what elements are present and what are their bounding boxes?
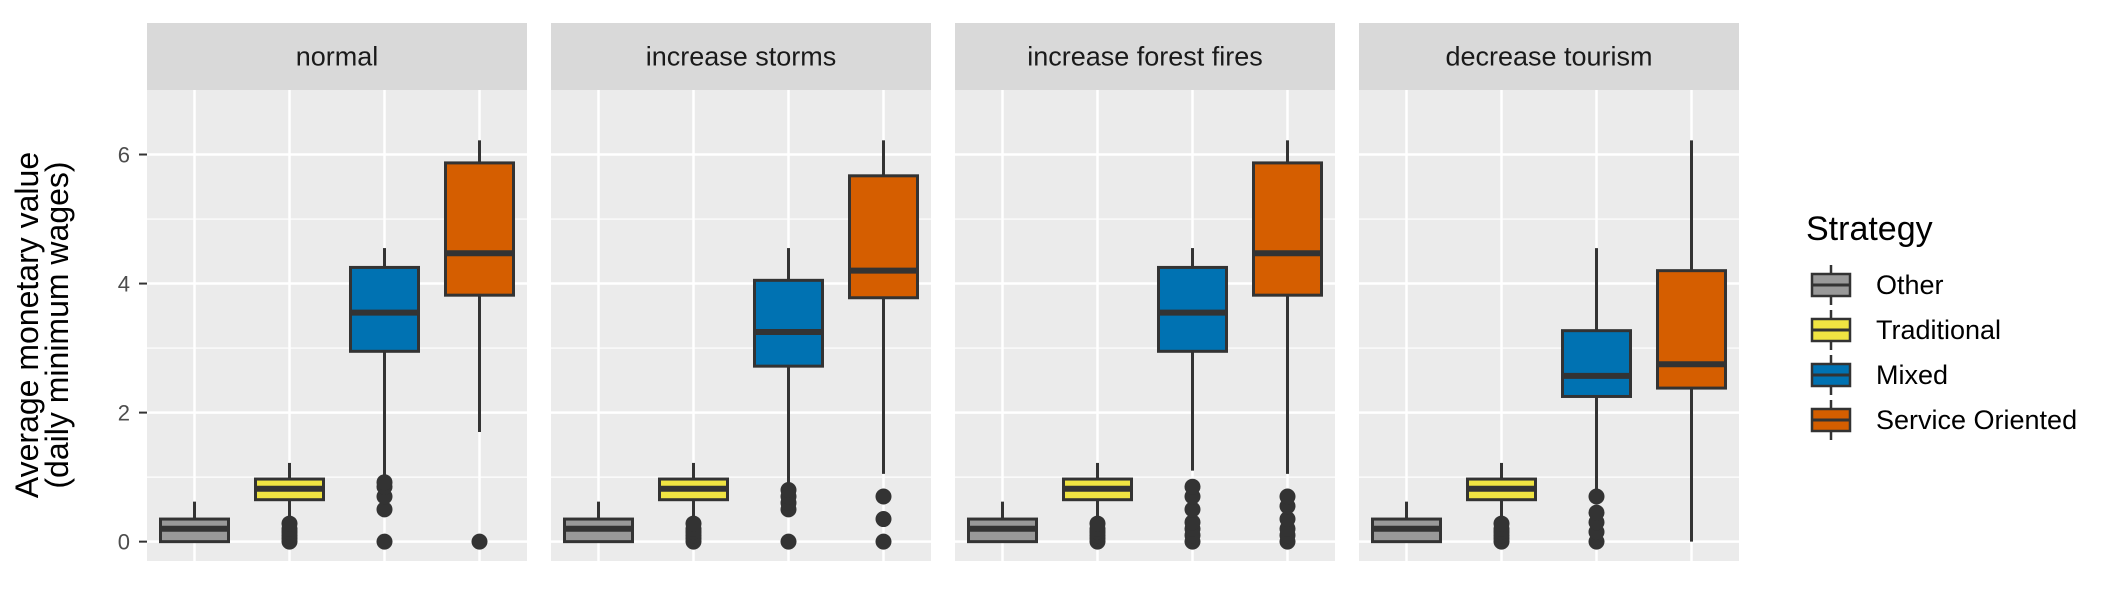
panel-strip (955, 23, 1335, 90)
legend-item-service-oriented: Service Oriented (1810, 400, 2077, 440)
box-other (563, 501, 634, 544)
iqr-box (349, 265, 420, 353)
box-service-oriented (848, 140, 919, 550)
panel-background (551, 90, 931, 561)
panel-background (147, 90, 527, 561)
panel-2: increase storms (551, 23, 931, 561)
iqr-box (1252, 161, 1323, 297)
outlier-point (376, 533, 393, 550)
box-traditional (1062, 462, 1133, 550)
box-traditional (1466, 462, 1537, 550)
y-tick-label-4: 4 (118, 272, 130, 297)
iqr-box (848, 174, 919, 300)
y-axis-title-line-2: (daily minimum wages) (39, 161, 75, 488)
y-tick-label-2: 2 (118, 401, 130, 426)
y-axis-title-line-1: Average monetary value (9, 152, 45, 498)
iqr-box (1157, 265, 1228, 353)
outlier-point (1184, 514, 1201, 531)
legend-item-label: Mixed (1876, 360, 1948, 390)
outlier-point (1493, 515, 1510, 532)
panel-strip (147, 23, 527, 90)
outlier-point (281, 515, 298, 532)
box-service-oriented (1252, 140, 1323, 550)
panel-strip (551, 23, 931, 90)
outlier-point (875, 488, 892, 505)
panel-strip (1359, 23, 1739, 90)
legend-item-other: Other (1810, 265, 1944, 305)
box-mixed (349, 248, 420, 550)
box-traditional (658, 462, 729, 550)
legend-item-traditional: Traditional (1810, 310, 2001, 350)
legend-item-label: Traditional (1876, 315, 2001, 345)
outlier-point (1588, 488, 1605, 505)
box-mixed (1561, 248, 1632, 550)
facet-panels: normal increase storms increase forest fir… (147, 23, 1739, 561)
box-other (159, 501, 230, 544)
panel-background (955, 90, 1335, 561)
box-traditional (254, 462, 325, 550)
outlier-point (875, 533, 892, 550)
iqr-box (753, 278, 824, 368)
y-tick-label-0: 0 (118, 530, 130, 555)
legend: Strategy Other Traditional Mixed Service Or… (1806, 210, 2077, 440)
panel-strip-title: increase storms (646, 42, 837, 72)
legend-items: Other Traditional Mixed Service Oriented (1810, 265, 2077, 440)
outlier-point (1588, 504, 1605, 521)
box-service-oriented (444, 140, 515, 550)
outlier-point (376, 474, 393, 491)
legend-title: Strategy (1806, 210, 1933, 248)
iqr-box (1561, 329, 1632, 398)
box-service-oriented (1656, 140, 1727, 542)
panel-4: decrease tourism (1359, 23, 1739, 561)
outlier-point (376, 501, 393, 518)
panel-strip-title: decrease tourism (1445, 42, 1652, 72)
outlier-point (780, 482, 797, 499)
panel-strip-title: increase forest fires (1027, 42, 1263, 72)
outlier-point (685, 515, 702, 532)
y-tick-label-6: 6 (118, 143, 130, 168)
outlier-point (1279, 488, 1296, 505)
box-other (967, 501, 1038, 544)
outlier-point (1184, 478, 1201, 495)
panel-1: normal (147, 23, 527, 561)
box-other (1371, 501, 1442, 544)
y-axis-title: Average monetary value (daily minimum wa… (9, 152, 75, 498)
outlier-point (1184, 501, 1201, 518)
legend-item-mixed: Mixed (1810, 355, 1948, 395)
iqr-box (1656, 269, 1727, 390)
outlier-point (875, 511, 892, 528)
outlier-point (1279, 511, 1296, 528)
iqr-box (444, 161, 515, 297)
outlier-point (780, 533, 797, 550)
y-axis: 0 2 4 6 (118, 143, 147, 555)
box-mixed (1157, 248, 1228, 550)
panel-strip-title: normal (296, 42, 379, 72)
panel-3: increase forest fires (955, 23, 1335, 561)
box-mixed (753, 248, 824, 550)
legend-item-label: Service Oriented (1876, 405, 2077, 435)
legend-item-label: Other (1876, 270, 1944, 300)
outlier-point (471, 533, 488, 550)
outlier-point (1089, 515, 1106, 532)
